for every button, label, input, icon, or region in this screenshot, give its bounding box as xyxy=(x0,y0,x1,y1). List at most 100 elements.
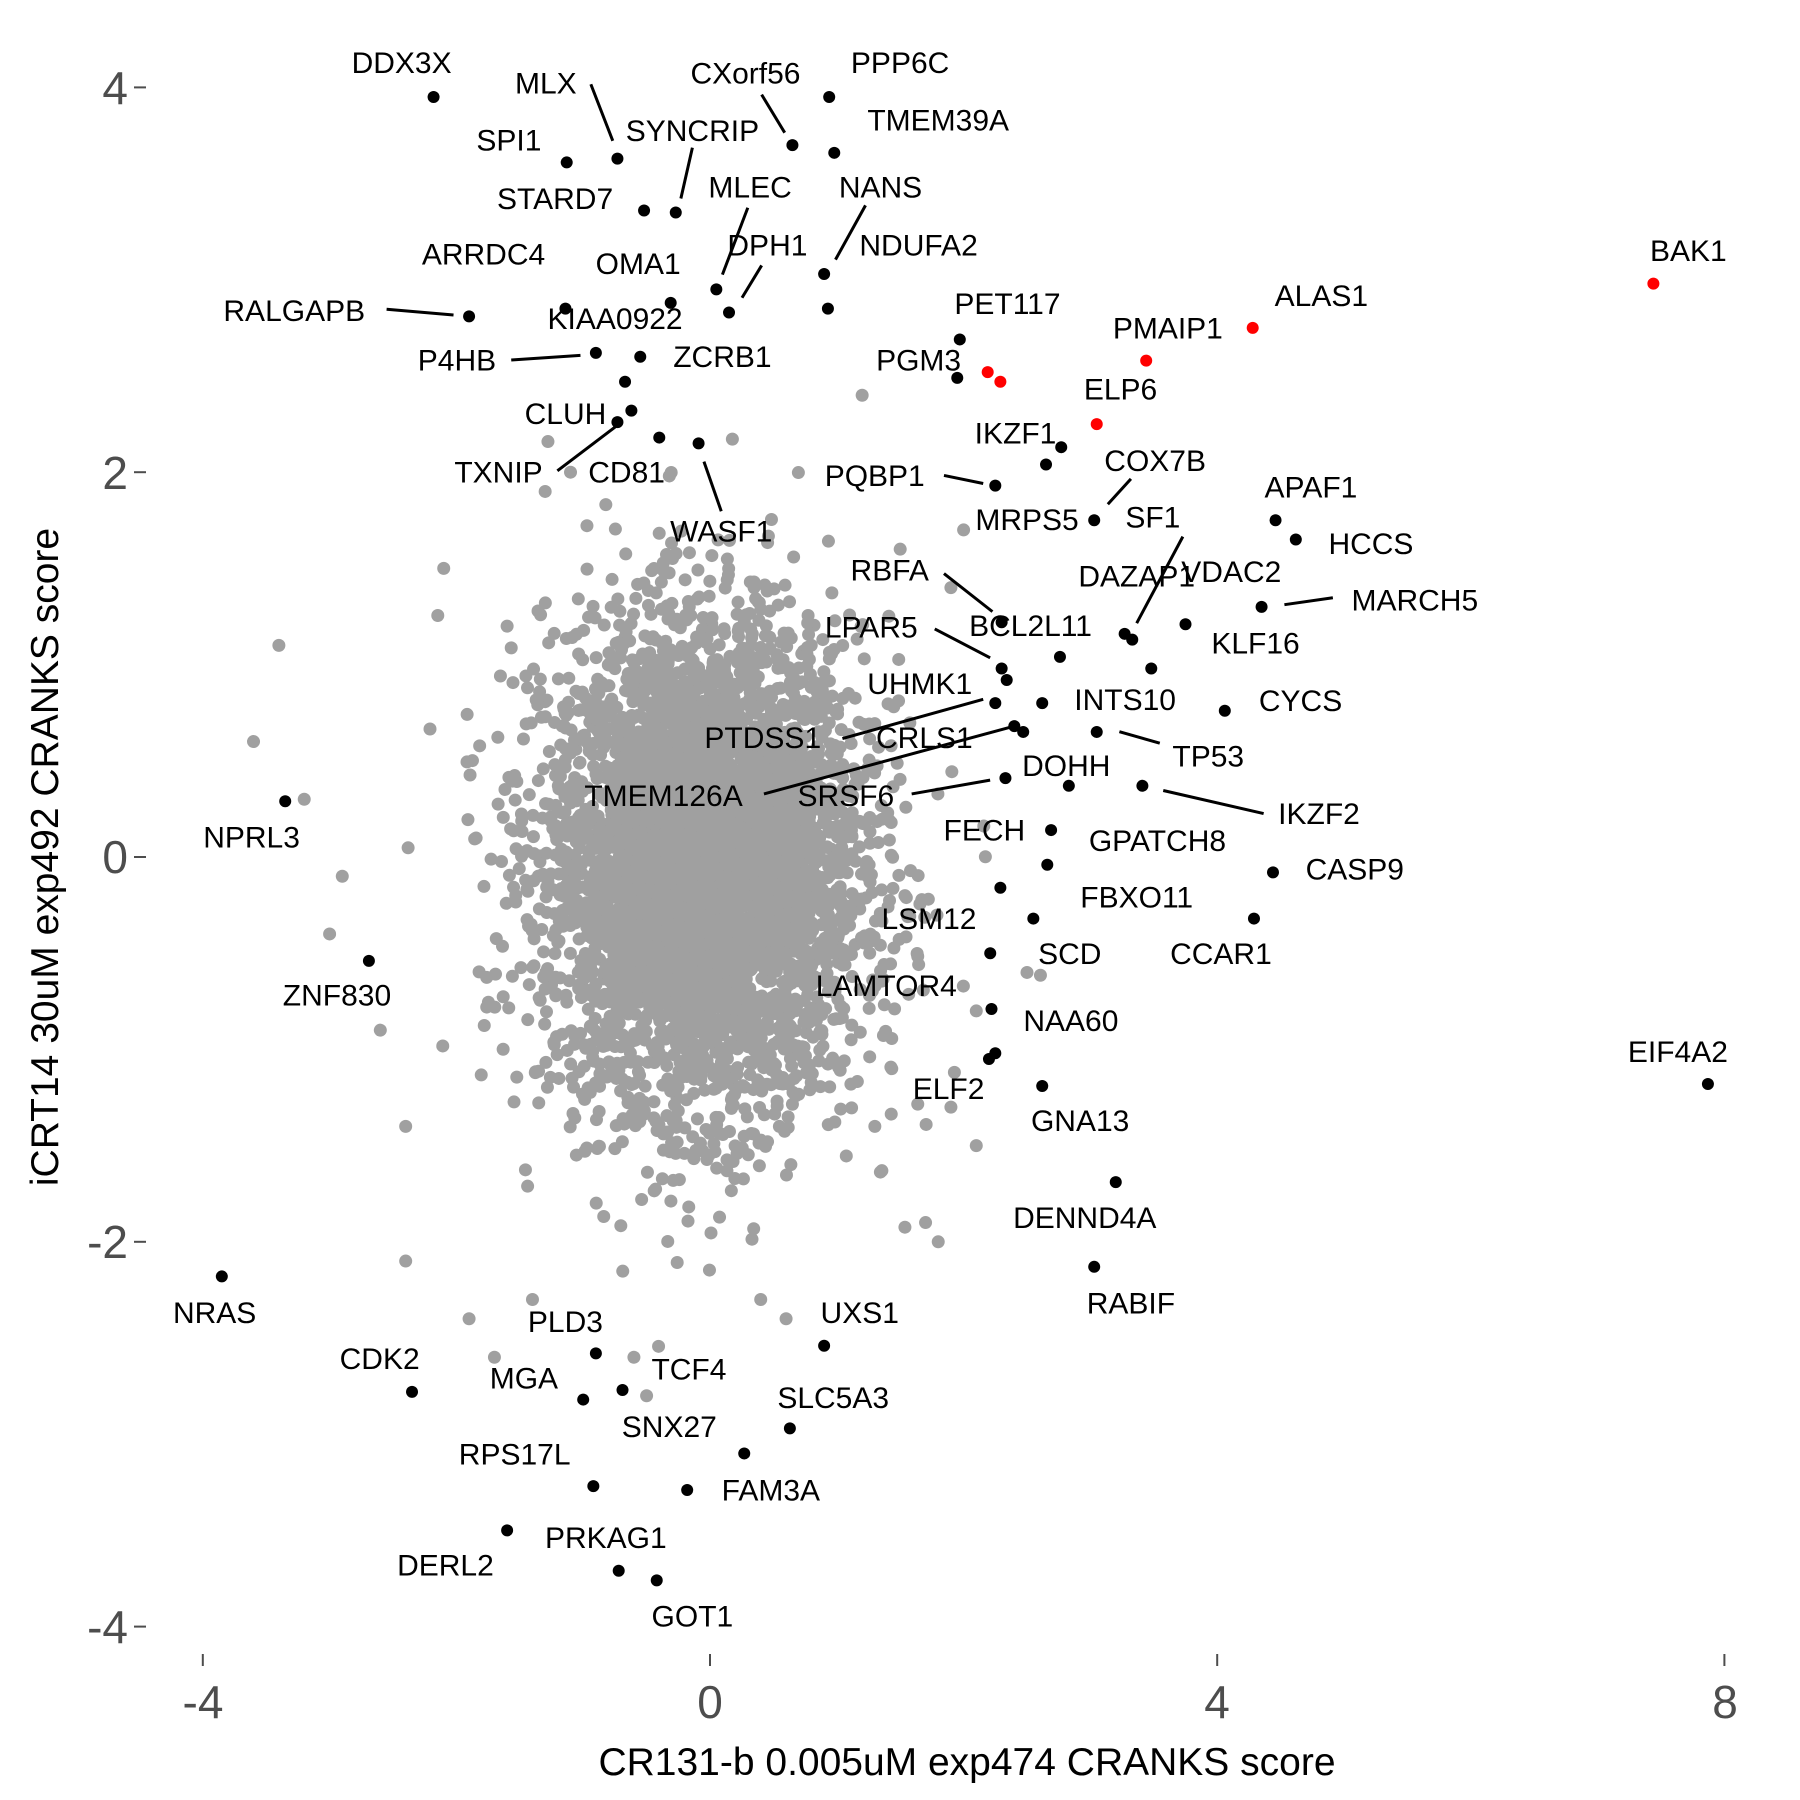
background-point xyxy=(531,604,545,618)
background-point xyxy=(710,1161,724,1175)
background-point xyxy=(706,850,720,864)
background-point xyxy=(526,830,540,844)
background-point xyxy=(819,1002,833,1016)
background-point xyxy=(761,529,775,543)
background-point xyxy=(818,673,832,687)
background-point xyxy=(712,638,726,652)
background-point xyxy=(668,1098,682,1112)
background-point xyxy=(629,591,643,605)
background-point xyxy=(859,862,873,876)
background-point xyxy=(597,618,611,632)
background-point xyxy=(787,550,801,564)
background-point xyxy=(811,832,825,846)
background-point xyxy=(700,1153,714,1167)
background-point xyxy=(831,702,845,716)
background-point xyxy=(538,710,552,724)
background-point xyxy=(592,824,606,838)
background-point xyxy=(682,1200,696,1214)
background-point xyxy=(548,758,562,772)
background-point xyxy=(764,974,778,988)
background-point xyxy=(664,466,678,480)
background-point xyxy=(618,957,632,971)
background-point xyxy=(549,987,563,1001)
background-point xyxy=(702,1126,716,1140)
background-point xyxy=(709,896,723,910)
background-point xyxy=(522,978,536,992)
background-point xyxy=(825,586,839,600)
background-point xyxy=(819,871,833,885)
background-point xyxy=(509,895,523,909)
background-point xyxy=(754,840,768,854)
background-point xyxy=(769,1067,783,1081)
background-point xyxy=(797,1015,811,1029)
background-point xyxy=(619,547,633,561)
background-point xyxy=(499,896,513,910)
background-point xyxy=(614,1084,628,1098)
background-point xyxy=(635,965,649,979)
background-point xyxy=(763,1048,777,1062)
background-point xyxy=(779,1168,793,1182)
background-point xyxy=(542,745,556,759)
background-point xyxy=(508,793,522,807)
background-point xyxy=(509,842,523,856)
background-point xyxy=(868,717,882,731)
background-point xyxy=(740,889,754,903)
background-point xyxy=(797,1040,811,1054)
background-point xyxy=(816,1039,830,1053)
background-point xyxy=(641,718,655,732)
background-point xyxy=(514,807,528,821)
background-point xyxy=(562,859,576,873)
background-point xyxy=(816,633,830,647)
background-point xyxy=(678,573,692,587)
background-point xyxy=(527,959,541,973)
background-point xyxy=(726,1098,740,1112)
background-point xyxy=(578,1092,592,1106)
background-point xyxy=(609,1071,623,1085)
background-point xyxy=(581,1081,595,1095)
background-point xyxy=(557,719,571,733)
background-point xyxy=(882,833,896,847)
background-point xyxy=(772,1119,786,1133)
background-point xyxy=(652,925,666,939)
background-point xyxy=(713,1210,727,1224)
background-point xyxy=(784,1158,798,1172)
background-point xyxy=(776,697,790,711)
background-point xyxy=(877,958,891,972)
background-point xyxy=(637,576,651,590)
background-point xyxy=(436,1039,450,1053)
background-point xyxy=(840,949,854,963)
background-point xyxy=(745,791,759,805)
background-point xyxy=(902,987,916,1001)
background-point xyxy=(636,849,650,863)
background-point xyxy=(480,970,494,984)
background-point xyxy=(540,1080,554,1094)
background-point xyxy=(521,1013,535,1027)
background-point xyxy=(685,641,699,655)
background-point xyxy=(857,717,871,731)
background-point xyxy=(618,893,632,907)
background-point xyxy=(619,855,633,869)
background-point xyxy=(605,761,619,775)
background-point xyxy=(669,1036,683,1050)
background-point xyxy=(911,869,925,883)
background-point xyxy=(792,1087,806,1101)
background-point xyxy=(535,922,549,936)
background-point xyxy=(919,1117,933,1131)
background-point xyxy=(504,641,518,655)
background-point xyxy=(629,1033,643,1047)
background-point xyxy=(721,935,735,949)
background-point xyxy=(714,1055,728,1069)
background-point xyxy=(728,1171,742,1185)
background-point xyxy=(670,612,684,626)
background-point xyxy=(641,870,655,884)
background-point xyxy=(543,1070,557,1084)
background-point xyxy=(840,866,854,880)
background-point xyxy=(665,1136,679,1150)
background-point xyxy=(628,1099,642,1113)
background-point xyxy=(759,619,773,633)
background-point xyxy=(599,498,613,512)
background-point xyxy=(588,1011,602,1025)
background-point xyxy=(829,801,843,815)
background-point xyxy=(507,1095,521,1109)
background-point xyxy=(569,1148,583,1162)
